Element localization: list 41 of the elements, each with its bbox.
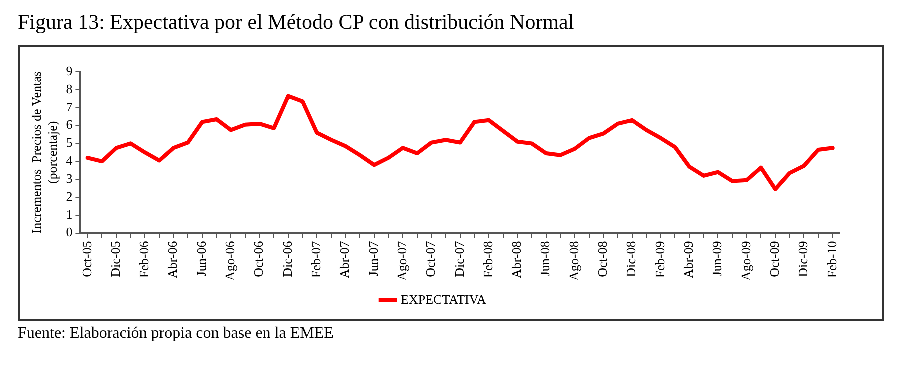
- x-tick-label: Feb-07: [308, 240, 324, 278]
- y-tick-label: 0: [66, 224, 73, 240]
- x-tick-label: Oct-06: [251, 240, 266, 278]
- y-tick-label: 8: [66, 81, 73, 96]
- y-tick-label: 9: [66, 63, 73, 78]
- legend-label: EXPECTATIVA: [401, 292, 488, 307]
- x-tick-label: Abr-06: [165, 240, 180, 279]
- x-tick-label: Ago-08: [566, 241, 582, 281]
- x-tick-label: Dic-07: [452, 240, 467, 278]
- y-axis-title: Incrementos Precios de Ventas (porcentaje): [29, 72, 60, 234]
- y-tick-label: 4: [66, 153, 74, 168]
- x-tick-label: Ago-09: [738, 241, 754, 281]
- x-tick-label: Feb-10: [824, 241, 840, 278]
- x-tick-label: Jun-06: [194, 240, 209, 277]
- y-tick-label: 3: [66, 170, 73, 186]
- x-tick-label: Abr-09: [680, 241, 696, 279]
- x-tick-label: Oct-05: [79, 241, 94, 278]
- x-tick-label: Dic-05: [108, 241, 123, 278]
- x-tick-label: Feb-09: [652, 241, 668, 278]
- chart-title: Figura 13: Expectativa por el Método CP con distribución Normal: [18, 10, 574, 35]
- x-tick-label: Oct-07: [423, 240, 438, 278]
- x-tick-label: Oct-08: [595, 241, 610, 278]
- y-tick-label: 7: [66, 99, 74, 114]
- y-tick-label: 6: [66, 117, 74, 132]
- x-tick-label: Abr-07: [337, 240, 352, 279]
- x-tick-label: Dic-06: [280, 240, 295, 278]
- x-tick-label: Oct-09: [766, 241, 782, 278]
- x-tick-label: Dic-08: [624, 241, 639, 278]
- y-tick-label: 2: [66, 188, 73, 204]
- source-note: Fuente: Elaboración propia con base en la EMEE: [18, 325, 334, 343]
- x-tick-label: Jun-09: [710, 241, 725, 277]
- x-tick-label: Feb-06: [136, 240, 152, 278]
- x-tick-label: Ago-06: [222, 240, 238, 281]
- x-tick-label: Ago-07: [394, 240, 410, 281]
- x-tick-label: Jun-07: [366, 240, 381, 277]
- x-tick-label: Abr-08: [509, 241, 524, 279]
- x-tick-label: Jun-08: [538, 241, 553, 277]
- y-tick-label: 5: [66, 135, 73, 150]
- x-tick-label: Dic-09: [796, 241, 811, 278]
- y-tick-label: 1: [66, 206, 73, 222]
- x-tick-label: Feb-08: [480, 241, 496, 278]
